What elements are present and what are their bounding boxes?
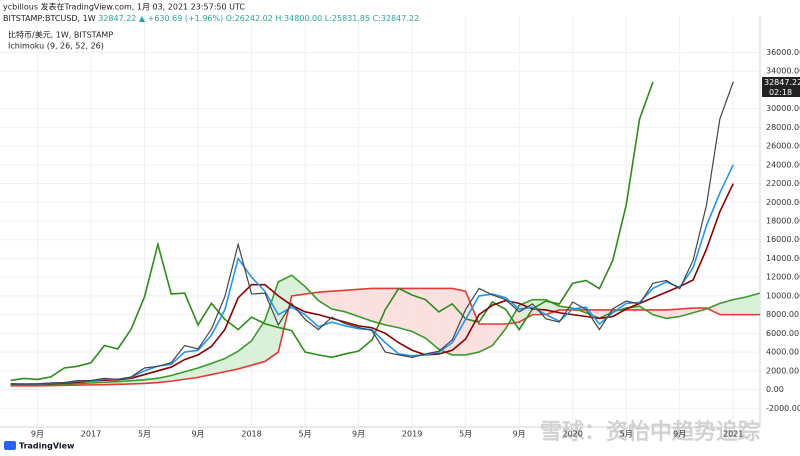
- series-line: [10, 274, 761, 386]
- x-tick-label: 2020: [562, 430, 582, 439]
- countdown: 02:18: [769, 88, 792, 97]
- last: 32847.22: [98, 14, 136, 23]
- symbol-line: BITSTAMP:BTCUSD, 1W 32847.22 ▲ +630.69 (…: [3, 14, 419, 23]
- cloud-fill: [371, 288, 386, 325]
- cloud-fill: [465, 291, 480, 355]
- price-label: 32847.22: [764, 78, 800, 87]
- x-tick-label: 2017: [81, 430, 101, 439]
- x-tick-label: 2019: [402, 430, 422, 439]
- cloud-fill: [666, 309, 680, 319]
- countdown-box: [762, 87, 800, 97]
- change: ▲ +630.69 (+1.96%): [139, 14, 223, 23]
- y-tick-label: 0.00: [766, 385, 784, 394]
- y-tick-label: 28000.00: [766, 123, 800, 132]
- cloud-fill: [733, 296, 747, 315]
- cloud-fill: [251, 320, 265, 366]
- cloud-fill: [318, 291, 332, 310]
- x-tick-label: 2018: [241, 430, 261, 439]
- cloud-fill: [679, 308, 694, 317]
- legend-line: Ichimoku (9, 26, 52, 26): [8, 42, 104, 51]
- x-tick-label: 9月: [673, 430, 686, 439]
- y-tick-label: 2000.00: [766, 366, 799, 375]
- x-tick-label: 5月: [299, 430, 312, 439]
- series-line: [10, 81, 734, 385]
- y-tick-label: -2000.00: [766, 404, 800, 413]
- x-tick-label: 9月: [352, 430, 365, 439]
- y-tick-label: 26000.00: [766, 142, 800, 151]
- y-tick-label: 34000.00: [766, 67, 800, 76]
- y-tick-label: 22000.00: [766, 179, 800, 188]
- x-tick-label: 9月: [513, 430, 526, 439]
- cloud-fill: [331, 290, 346, 312]
- cloud-fill: [358, 288, 372, 322]
- y-tick-label: 4000.00: [766, 348, 799, 357]
- x-tick-label: 5月: [138, 430, 151, 439]
- cloud-fill: [652, 309, 667, 319]
- cloud-fill: [238, 340, 252, 369]
- y-tick-label: 10000.00: [766, 291, 800, 300]
- symbol: BITSTAMP:BTCUSD, 1W: [3, 14, 96, 23]
- y-tick-label: 20000.00: [766, 198, 800, 207]
- price-label-box: [762, 77, 800, 87]
- legend-line: 比特币/美元, 1W, BITSTAMP: [8, 30, 113, 40]
- cloud-fill: [412, 288, 426, 339]
- y-tick-label: 6000.00: [766, 329, 799, 338]
- cloud-fill: [224, 351, 239, 372]
- brand: TradingView: [19, 442, 75, 451]
- ohlc: O:26242.02 H:34800.00 L:25831.85 C:32847…: [226, 14, 419, 23]
- y-tick-label: 18000.00: [766, 217, 800, 226]
- x-tick-label: 9月: [191, 430, 204, 439]
- cloud-fill: [719, 299, 734, 315]
- cloud-fill: [398, 288, 413, 332]
- brand-logo: [4, 441, 16, 450]
- cloud-fill: [345, 289, 359, 317]
- x-tick-label: 9月: [31, 430, 44, 439]
- x-tick-label: 2021: [723, 430, 743, 439]
- series-line: [10, 81, 654, 382]
- cloud-fill: [198, 363, 212, 378]
- y-tick-label: 8000.00: [766, 310, 799, 319]
- y-tick-label: 16000.00: [766, 235, 800, 244]
- x-tick-label: 5月: [620, 430, 633, 439]
- y-tick-label: 36000.00: [766, 48, 800, 57]
- author-line: ycbillous 发表在TradingView.com, 1月 03, 202…: [3, 2, 245, 12]
- cloud-fill: [479, 324, 493, 353]
- y-tick-label: 24000.00: [766, 160, 800, 169]
- cloud-fill: [706, 303, 720, 315]
- cloud-fill: [385, 288, 399, 328]
- series-line: [10, 287, 760, 387]
- cloud-fill: [184, 368, 199, 380]
- watermark: 雪球：资怡中趋势追踪: [540, 419, 760, 445]
- series-line: [10, 183, 734, 385]
- cloud-fill: [171, 371, 185, 382]
- cloud-fill: [291, 275, 306, 296]
- y-tick-label: 30000.00: [766, 104, 800, 113]
- cloud-fill: [746, 293, 760, 315]
- y-tick-label: 14000.00: [766, 254, 800, 263]
- cloud-fill: [264, 281, 279, 362]
- x-tick-label: 5月: [459, 430, 472, 439]
- y-tick-label: 12000.00: [766, 273, 800, 282]
- plot: [0, 15, 761, 427]
